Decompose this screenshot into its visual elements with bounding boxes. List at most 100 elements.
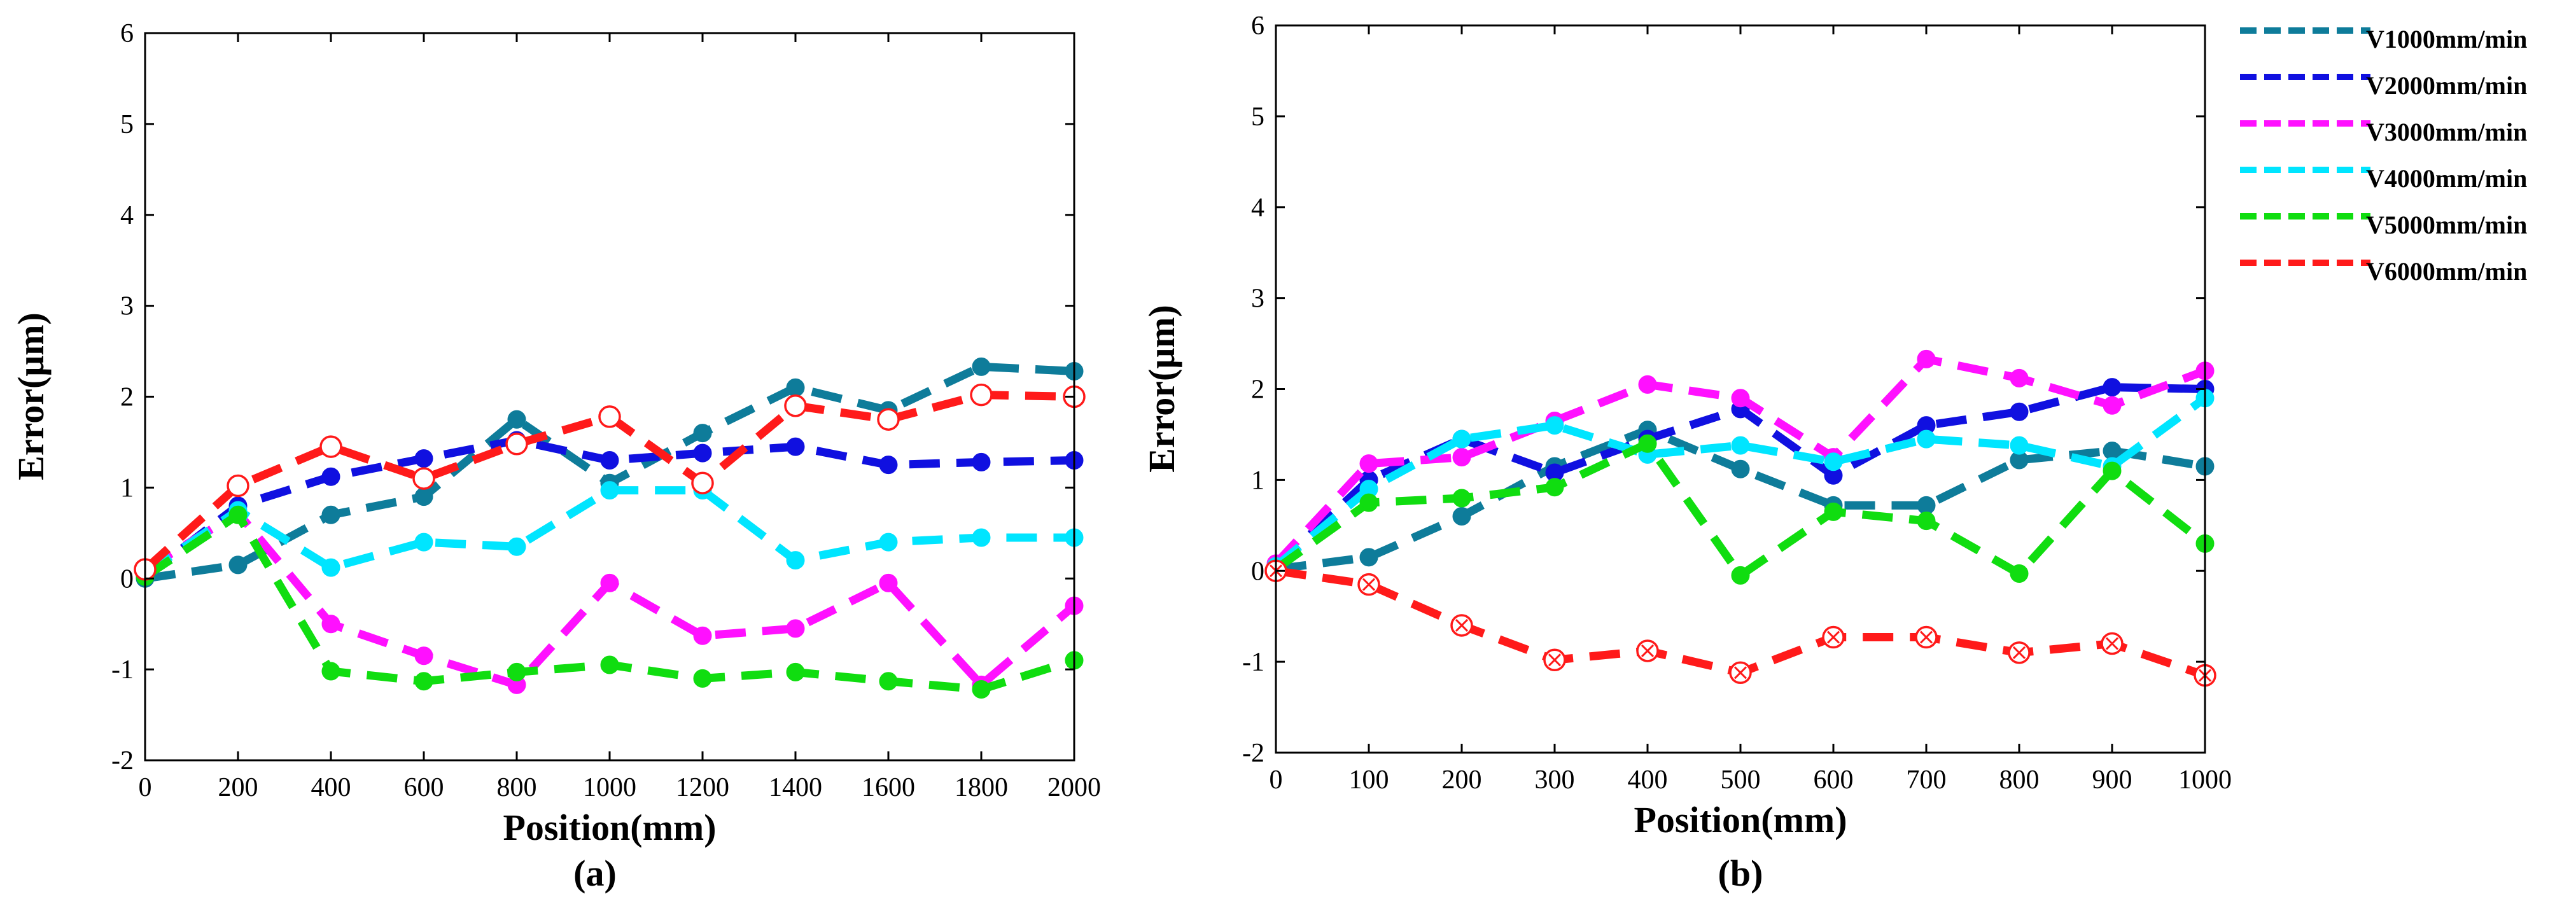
panel-b-caption: (b) bbox=[1718, 853, 1763, 894]
legend-label: V5000mm/min bbox=[2366, 211, 2527, 239]
panel-a-point-v4000mm-min bbox=[321, 558, 340, 577]
panel-b-ylabel: Error(μm) bbox=[1141, 305, 1182, 473]
panel-b-point-v4000mm-min bbox=[2010, 436, 2029, 455]
panel-a-xtick-label: 600 bbox=[404, 773, 444, 802]
panel-a-xtick-label: 200 bbox=[218, 773, 258, 802]
panel-b-xtick-label: 200 bbox=[1442, 765, 1482, 795]
panel-a-point-v5000mm-min bbox=[414, 672, 433, 691]
panel-a-point-v1000mm-min bbox=[321, 505, 340, 524]
panel-a-ytick-label: 3 bbox=[120, 292, 134, 321]
panel-b-point-v1000mm-min bbox=[1731, 459, 1750, 478]
panel-b-point-v5000mm-min bbox=[2010, 564, 2029, 583]
panel-a-point-v5000mm-min bbox=[600, 655, 619, 674]
panel-a-point-v3000mm-min bbox=[414, 646, 433, 666]
legend-label: V2000mm/min bbox=[2366, 71, 2527, 100]
legend: V1000mm/min V2000mm/min V3000mm/min V4000mm… bbox=[2240, 25, 2527, 286]
panel-b-series-line-v6000mm-min bbox=[1275, 566, 2207, 679]
panel-b-chart: 0 100 200 300 400 500 600 700 800 900 1000 -2 -1 0 1 2 3… bbox=[1141, 11, 2232, 894]
legend-label: V1000mm/min bbox=[2366, 25, 2527, 53]
panel-b-point-cross-v6000mm-min bbox=[1733, 666, 1747, 679]
panel-a-point-v5000mm-min bbox=[786, 662, 805, 681]
panel-b-point-v3000mm-min bbox=[1359, 454, 1378, 473]
panel-b-point-v3000mm-min bbox=[1452, 448, 1471, 467]
panel-b-point-cross-v6000mm-min bbox=[1826, 631, 1840, 644]
panel-a-point-v6000mm-min bbox=[877, 408, 900, 431]
panel-a-point-v2000mm-min bbox=[414, 449, 433, 468]
panel-b-xtick-label: 900 bbox=[2092, 765, 2132, 795]
panel-b-ytick-label: 5 bbox=[1251, 102, 1264, 132]
panel-a-point-v6000mm-min bbox=[505, 433, 528, 456]
panel-b-ytick-label: 4 bbox=[1251, 193, 1264, 223]
panel-a-ytick-label: -1 bbox=[111, 655, 134, 685]
panel-b-point-v2000mm-min bbox=[2103, 378, 2122, 397]
panel-b-point-v2000mm-min bbox=[2010, 402, 2029, 421]
panel-a-frame bbox=[144, 32, 1075, 762]
panel-b-point-cross-v6000mm-min bbox=[2012, 646, 2026, 659]
panel-b-series-line-v5000mm-min bbox=[1273, 439, 2208, 580]
panel-a-point-v3000mm-min bbox=[786, 619, 805, 638]
panel-a-xtick-label: 400 bbox=[311, 773, 351, 802]
panel-a-point-v2000mm-min bbox=[879, 456, 898, 475]
panel-b-point-v1000mm-min bbox=[1359, 548, 1378, 567]
panel-a-point-v5000mm-min bbox=[879, 672, 898, 691]
panel-b-xtick-label: 600 bbox=[1814, 765, 1854, 795]
panel-b-xtick-label: 100 bbox=[1349, 765, 1389, 795]
panel-a-point-v3000mm-min bbox=[321, 615, 340, 634]
panel-b-ytick-label: 6 bbox=[1251, 11, 1264, 41]
panel-a-ylabel: Error(μm) bbox=[10, 312, 52, 480]
panel-a-point-v1000mm-min bbox=[414, 487, 433, 506]
panel-b-point-cross-v6000mm-min bbox=[1362, 578, 1376, 591]
panel-a-point-v3000mm-min bbox=[879, 573, 898, 592]
panel-a-point-v1000mm-min bbox=[507, 410, 526, 429]
panel-a-point-v5000mm-min bbox=[321, 662, 340, 681]
panel-a-point-v6000mm-min bbox=[970, 383, 993, 407]
panel-a-point-v4000mm-min bbox=[786, 551, 805, 570]
panel-b-ytick-label: 0 bbox=[1251, 557, 1264, 586]
panel-a-point-v4000mm-min bbox=[507, 537, 526, 556]
panel-a-point-v5000mm-min bbox=[693, 669, 712, 688]
panel-a-ytick-label: 5 bbox=[120, 110, 134, 139]
panel-b-point-v3000mm-min bbox=[1638, 375, 1657, 394]
panel-a-point-v2000mm-min bbox=[786, 437, 805, 456]
panel-b-xtick-label: 400 bbox=[1628, 765, 1668, 795]
panel-a-xtick-label: 1600 bbox=[862, 773, 915, 802]
panel-b-point-cross-v6000mm-min bbox=[1455, 618, 1469, 632]
panel-a-xtick-label: 0 bbox=[139, 773, 152, 802]
panel-b-point-cross-v6000mm-min bbox=[1919, 631, 1933, 644]
panel-a-xtick-label: 1000 bbox=[583, 773, 636, 802]
legend-label: V4000mm/min bbox=[2366, 164, 2527, 193]
panel-b-point-v5000mm-min bbox=[1638, 434, 1657, 453]
panel-a-point-v5000mm-min bbox=[972, 680, 991, 699]
panel-b-ytick-label: -1 bbox=[1242, 648, 1264, 677]
panel-b-xtick-label: 800 bbox=[1999, 765, 2040, 795]
panel-a-point-v5000mm-min bbox=[507, 662, 526, 681]
panel-a-point-v3000mm-min bbox=[600, 573, 619, 592]
panel-a-point-v1000mm-min bbox=[972, 357, 991, 376]
panel-b-point-v5000mm-min bbox=[2103, 461, 2122, 480]
panel-a-point-v6000mm-min bbox=[784, 394, 807, 417]
panel-b-ytick-label: 2 bbox=[1251, 375, 1264, 405]
panel-a-chart: 0 200 400 600 800 1000 1200 1400 1600 1800 2000 -2 -… bbox=[10, 19, 1101, 894]
panel-b-point-cross-v6000mm-min bbox=[1548, 653, 1562, 667]
panel-b-xtick-label: 500 bbox=[1721, 765, 1761, 795]
panel-b-point-v4000mm-min bbox=[1452, 429, 1471, 449]
panel-b-xlabel: Position(mm) bbox=[1634, 799, 1847, 840]
panel-a-point-v6000mm-min bbox=[598, 405, 621, 428]
panel-b-point-v4000mm-min bbox=[1731, 436, 1750, 455]
panel-b-ytick-label: 3 bbox=[1251, 284, 1264, 314]
panel-a-xtick-label: 1200 bbox=[676, 773, 729, 802]
panel-b-xtick-label: 700 bbox=[1907, 765, 1947, 795]
panel-b-point-v5000mm-min bbox=[1917, 512, 1936, 531]
panel-a-point-v3000mm-min bbox=[693, 626, 712, 645]
panel-a-series-line-v1000mm-min bbox=[144, 362, 1075, 583]
panel-a-ytick-label: 4 bbox=[120, 201, 134, 230]
panel-a-point-v4000mm-min bbox=[879, 533, 898, 552]
panel-a-point-v5000mm-min bbox=[228, 505, 248, 524]
panel-b-xtick-label: 1000 bbox=[2178, 765, 2232, 795]
panel-b-point-v1000mm-min bbox=[1452, 507, 1471, 526]
panel-a-point-v6000mm-min bbox=[319, 435, 342, 458]
panel-b-point-cross-v6000mm-min bbox=[1641, 644, 1655, 658]
panel-b-point-v5000mm-min bbox=[1824, 502, 1843, 521]
panel-a-ytick-label: -2 bbox=[111, 746, 134, 776]
